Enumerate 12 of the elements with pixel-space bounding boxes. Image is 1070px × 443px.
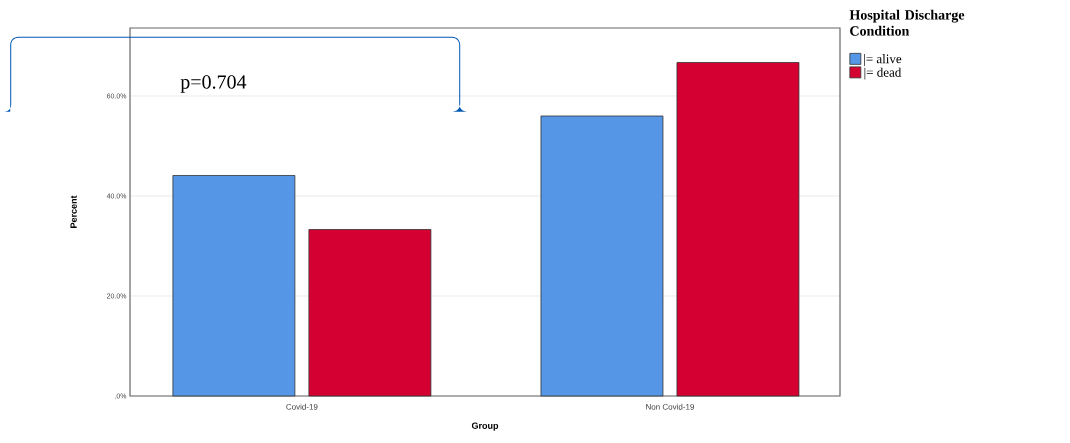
bar	[308, 229, 432, 397]
bar	[676, 62, 800, 397]
bar	[540, 115, 664, 397]
x-axis-title: Group	[471, 422, 499, 431]
bar	[172, 175, 296, 397]
y-axis-title: Percent	[70, 195, 77, 228]
x-tick-label: Non Covid-19	[646, 403, 695, 410]
annotation: p=0.704	[180, 75, 247, 93]
legend-label: |= alive	[864, 54, 902, 66]
x-tick-label: Covid-19	[286, 403, 318, 410]
legend-title: Hospital Discharge Condition	[849, 9, 965, 36]
legend-label: |= dead	[864, 67, 902, 80]
